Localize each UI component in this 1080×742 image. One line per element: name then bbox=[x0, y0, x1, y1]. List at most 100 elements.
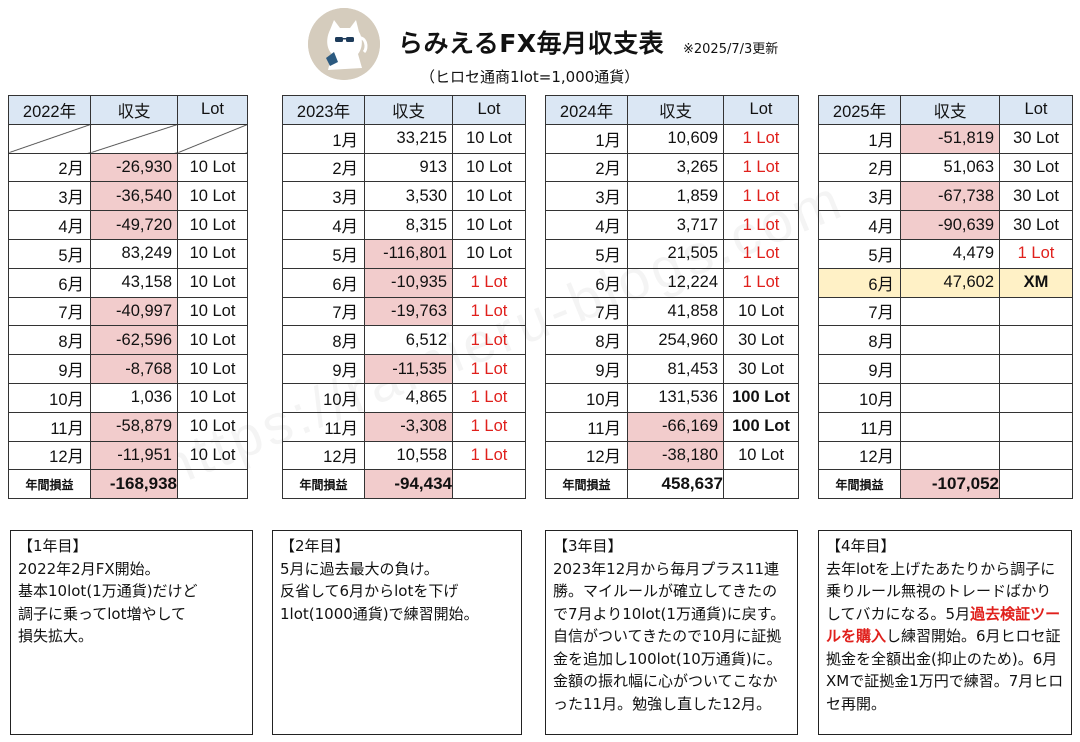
table-row: 10月 131,536 100 Lot bbox=[545, 382, 799, 413]
income-cell: -3,308 bbox=[364, 411, 453, 442]
total-value: -107,052 bbox=[900, 469, 1000, 500]
income-cell: 913 bbox=[364, 152, 453, 183]
lot-cell: 1 Lot bbox=[723, 181, 799, 212]
month-cell: 4月 bbox=[282, 210, 365, 240]
lot-cell bbox=[999, 411, 1073, 442]
income-cell: -11,535 bbox=[364, 354, 453, 384]
empty-cell bbox=[723, 469, 799, 500]
month-cell: 6月 bbox=[545, 267, 628, 298]
lot-cell: 1 Lot bbox=[452, 354, 526, 384]
lot-cell: 1 Lot bbox=[723, 152, 799, 183]
table-2022: 2022年 収支 Lot 2月 -26,930 10 Lot 3月 -36,540 10… bbox=[8, 95, 248, 500]
table-row: 11月 -3,308 1 Lot bbox=[282, 411, 526, 442]
year-header: 2025年 bbox=[818, 95, 901, 125]
income-cell: -116,801 bbox=[364, 238, 453, 269]
income-cell: 1,036 bbox=[90, 382, 178, 413]
lot-cell: 1 Lot bbox=[452, 440, 526, 471]
table-row: 3月 -36,540 10 Lot bbox=[8, 181, 248, 212]
note-heading: 【2年目】 bbox=[280, 537, 350, 555]
income-header: 収支 bbox=[364, 95, 453, 125]
lot-header: Lot bbox=[452, 95, 526, 125]
note-body: 2023年12月から毎月プラス11連勝。マイルールが確立してきたので7月より10… bbox=[553, 559, 786, 713]
month-cell: 9月 bbox=[545, 354, 628, 384]
empty-cell bbox=[177, 123, 248, 154]
note-heading: 【1年目】 bbox=[18, 537, 88, 555]
lot-cell: 10 Lot bbox=[177, 152, 248, 183]
empty-cell bbox=[452, 469, 526, 500]
table-row: 5月 83,249 10 Lot bbox=[8, 238, 248, 269]
lot-cell: 10 Lot bbox=[452, 210, 526, 240]
table-row: 2月 51,063 30 Lot bbox=[818, 152, 1073, 183]
income-cell: -67,738 bbox=[900, 181, 1000, 212]
income-cell: -10,935 bbox=[364, 267, 453, 298]
lot-cell: 1 Lot bbox=[452, 382, 526, 413]
table-row: 4月 3,717 1 Lot bbox=[545, 210, 799, 240]
lot-cell bbox=[999, 325, 1073, 356]
income-cell bbox=[900, 296, 1000, 327]
lot-cell: 30 Lot bbox=[999, 152, 1073, 183]
total-row: 年間損益 -107,052 bbox=[818, 469, 1073, 500]
lot-header: Lot bbox=[723, 95, 799, 125]
lot-cell: 10 Lot bbox=[452, 152, 526, 183]
month-cell: 6月 bbox=[8, 267, 91, 298]
note-year-4: 【4年目】 去年lotを上げたあたりから調子に乗りルール無視のトレードばかりして… bbox=[818, 530, 1072, 735]
table-row: 12月 bbox=[818, 440, 1073, 471]
total-label: 年間損益 bbox=[545, 469, 628, 500]
income-cell: 21,505 bbox=[627, 238, 724, 269]
table-row: 9月 81,453 30 Lot bbox=[545, 354, 799, 384]
table-row: 2月 3,265 1 Lot bbox=[545, 152, 799, 183]
income-cell: -26,930 bbox=[90, 152, 178, 183]
month-cell: 7月 bbox=[8, 296, 91, 327]
income-cell: -19,763 bbox=[364, 296, 453, 327]
month-cell: 5月 bbox=[545, 238, 628, 269]
total-row: 年間損益 458,637 bbox=[545, 469, 799, 500]
income-cell: -66,169 bbox=[627, 411, 724, 442]
month-cell: 8月 bbox=[8, 325, 91, 356]
income-cell: -51,819 bbox=[900, 123, 1000, 154]
updated-date: ※2025/7/3更新 bbox=[683, 42, 779, 57]
table-row: 4月 -49,720 10 Lot bbox=[8, 210, 248, 240]
lot-cell: 10 Lot bbox=[177, 210, 248, 240]
income-cell bbox=[900, 440, 1000, 471]
month-cell: 6月 bbox=[818, 267, 901, 298]
table-row: 3月 3,530 10 Lot bbox=[282, 181, 526, 212]
year-header: 2024年 bbox=[545, 95, 628, 125]
month-cell: 12月 bbox=[818, 440, 901, 471]
header: らみえるFX毎月収支表 ※2025/7/3更新 （ヒロセ通商1lot=1,000… bbox=[0, 0, 1080, 92]
income-cell: -8,768 bbox=[90, 354, 178, 384]
month-cell: 3月 bbox=[282, 181, 365, 212]
table-row: 3月 -67,738 30 Lot bbox=[818, 181, 1073, 212]
lot-cell: 1 Lot bbox=[723, 123, 799, 154]
month-cell: 1月 bbox=[818, 123, 901, 154]
table-row bbox=[8, 123, 248, 154]
income-cell: 131,536 bbox=[627, 382, 724, 413]
table-row: 3月 1,859 1 Lot bbox=[545, 181, 799, 212]
month-cell: 12月 bbox=[545, 440, 628, 471]
table-header: 2022年 収支 Lot bbox=[8, 95, 248, 125]
lot-cell: 1 Lot bbox=[452, 296, 526, 327]
year-header: 2022年 bbox=[8, 95, 91, 125]
table-row: 4月 8,315 10 Lot bbox=[282, 210, 526, 240]
lot-cell: 10 Lot bbox=[723, 296, 799, 327]
table-row: 1月 33,215 10 Lot bbox=[282, 123, 526, 154]
income-cell: 33,215 bbox=[364, 123, 453, 154]
lot-header: Lot bbox=[999, 95, 1073, 125]
lot-cell: 30 Lot bbox=[723, 325, 799, 356]
month-cell: 10月 bbox=[8, 382, 91, 413]
note-body: 5月に過去最大の負け。 反省して6月からlotを下げ 1lot(1000通貨)で… bbox=[280, 559, 479, 623]
month-cell: 8月 bbox=[282, 325, 365, 356]
month-cell: 12月 bbox=[8, 440, 91, 471]
month-cell: 11月 bbox=[545, 411, 628, 442]
income-cell: -38,180 bbox=[627, 440, 724, 471]
month-cell: 4月 bbox=[818, 210, 901, 240]
table-header: 2023年 収支 Lot bbox=[282, 95, 526, 125]
total-value: 458,637 bbox=[627, 469, 724, 500]
income-cell: 4,865 bbox=[364, 382, 453, 413]
note-body: 2022年2月FX開始。 基本10lot(1万通貨)だけど 調子に乗ってlot増… bbox=[18, 559, 198, 646]
table-row: 12月 -11,951 10 Lot bbox=[8, 440, 248, 471]
month-cell: 11月 bbox=[282, 411, 365, 442]
table-row: 1月 -51,819 30 Lot bbox=[818, 123, 1073, 154]
page-title: らみえるFX毎月収支表 bbox=[398, 29, 665, 58]
note-body-text: し練習開始。6月ヒロセ証拠金を全額出金(抑止のため)。6月XMで証拠金1万円で練… bbox=[826, 627, 1064, 713]
table-header: 2025年 収支 Lot bbox=[818, 95, 1073, 125]
